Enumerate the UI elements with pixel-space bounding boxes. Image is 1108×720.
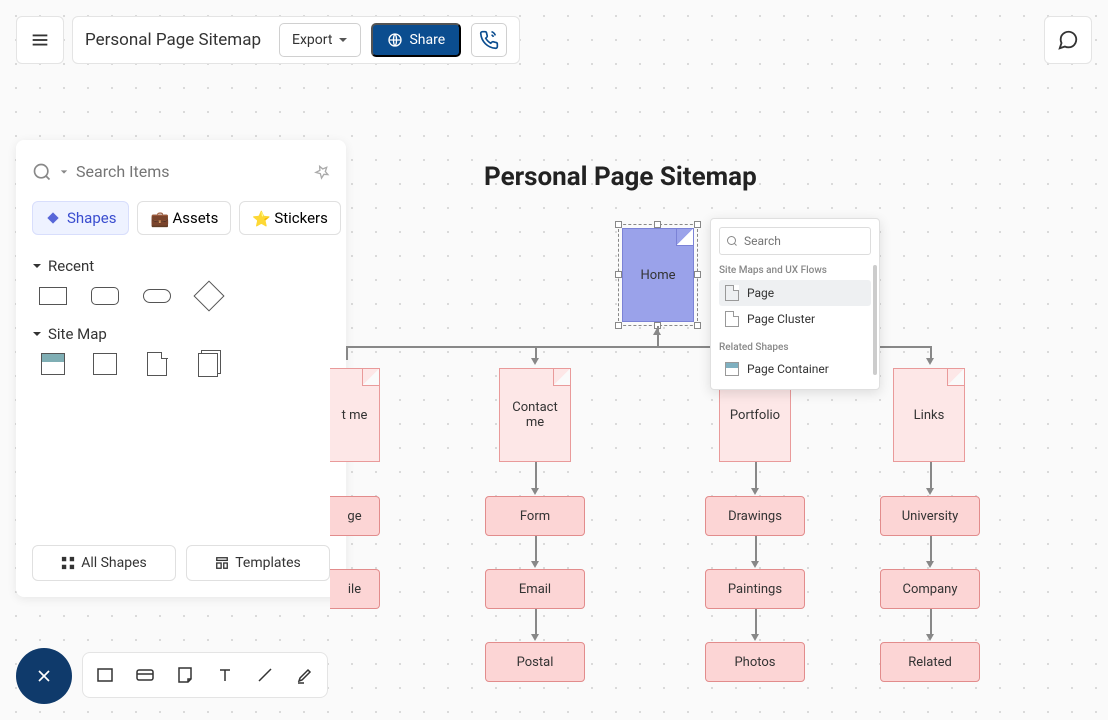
shape-rectangle[interactable] bbox=[38, 285, 68, 307]
tool-note[interactable] bbox=[173, 663, 197, 687]
shape-toolbar bbox=[82, 652, 328, 698]
star-icon: ⭐ bbox=[252, 210, 268, 226]
node-box[interactable]: Company bbox=[880, 569, 980, 609]
template-icon bbox=[215, 556, 229, 570]
export-label: Export bbox=[292, 32, 332, 48]
popup-category: Related Shapes bbox=[719, 342, 871, 353]
popup-item-page-cluster[interactable]: Page Cluster bbox=[719, 306, 871, 332]
connector bbox=[755, 536, 757, 564]
node-box[interactable]: Drawings bbox=[705, 496, 805, 536]
chevron-down-icon bbox=[32, 261, 42, 271]
connector bbox=[930, 462, 932, 490]
connector bbox=[535, 462, 537, 490]
export-button[interactable]: Export bbox=[279, 23, 361, 57]
popup-search-input[interactable] bbox=[719, 227, 871, 255]
shape-pill[interactable] bbox=[142, 285, 172, 307]
node-box[interactable]: Related bbox=[880, 642, 980, 682]
tool-rect[interactable] bbox=[93, 663, 117, 687]
chevron-down-icon bbox=[32, 329, 42, 339]
canvas-title: Personal Page Sitemap bbox=[484, 162, 757, 192]
chevron-down-icon bbox=[338, 35, 348, 45]
node-box[interactable]: Postal bbox=[485, 642, 585, 682]
connector bbox=[535, 609, 537, 637]
connector bbox=[346, 346, 348, 360]
share-button[interactable]: Share bbox=[371, 23, 461, 57]
shape-page-filled[interactable] bbox=[38, 353, 68, 375]
popup-item-page-container[interactable]: Page Container bbox=[719, 357, 871, 381]
container-icon bbox=[725, 362, 739, 376]
node-home[interactable]: Home bbox=[622, 228, 694, 322]
tool-text[interactable] bbox=[213, 663, 237, 687]
shape-rounded-rect[interactable] bbox=[90, 285, 120, 307]
diamond-icon bbox=[45, 210, 61, 226]
page-icon bbox=[725, 311, 739, 327]
tool-highlight[interactable] bbox=[293, 663, 317, 687]
shape-box[interactable] bbox=[90, 353, 120, 375]
node-box[interactable]: Form bbox=[485, 496, 585, 536]
arrow-icon bbox=[531, 358, 539, 365]
briefcase-icon: 💼 bbox=[150, 210, 166, 226]
shape-stack[interactable] bbox=[194, 353, 224, 375]
node-box[interactable]: ge bbox=[330, 496, 380, 536]
globe-icon bbox=[387, 32, 403, 48]
search-icon bbox=[32, 162, 52, 182]
shape-page[interactable] bbox=[142, 353, 172, 375]
popup-item-page[interactable]: Page bbox=[719, 280, 871, 306]
shape-picker-popup: Site Maps and UX Flows Page Page Cluster… bbox=[710, 218, 880, 390]
share-label: Share bbox=[409, 32, 445, 48]
top-toolbar: Personal Page Sitemap Export Share bbox=[16, 16, 520, 64]
title-bar: Personal Page Sitemap Export Share bbox=[72, 16, 520, 64]
node-contact[interactable]: Contact me bbox=[499, 368, 571, 462]
tool-card[interactable] bbox=[133, 663, 157, 687]
menu-button[interactable] bbox=[16, 16, 64, 64]
grid-icon bbox=[61, 556, 75, 570]
search-input[interactable] bbox=[76, 156, 306, 187]
phone-icon bbox=[479, 30, 499, 50]
all-shapes-button[interactable]: All Shapes bbox=[32, 545, 176, 581]
node-box[interactable]: University bbox=[880, 496, 980, 536]
chat-icon bbox=[1057, 29, 1079, 51]
shapes-panel: Shapes 💼Assets ⭐Stickers Recent Site Map… bbox=[16, 140, 346, 597]
node-about[interactable]: t me bbox=[330, 368, 380, 462]
connector bbox=[755, 609, 757, 637]
node-box[interactable]: Paintings bbox=[705, 569, 805, 609]
tab-stickers[interactable]: ⭐Stickers bbox=[239, 201, 341, 235]
node-box[interactable]: Photos bbox=[705, 642, 805, 682]
section-recent[interactable]: Recent bbox=[32, 257, 330, 275]
chevron-down-icon[interactable] bbox=[60, 168, 68, 176]
tab-assets[interactable]: 💼Assets bbox=[137, 201, 231, 235]
connector bbox=[535, 536, 537, 564]
templates-button[interactable]: Templates bbox=[186, 545, 330, 581]
call-button[interactable] bbox=[471, 23, 507, 57]
arrow-icon bbox=[926, 358, 934, 365]
section-sitemap[interactable]: Site Map bbox=[32, 325, 330, 343]
connector bbox=[930, 609, 932, 637]
pin-icon[interactable] bbox=[311, 160, 334, 183]
close-icon bbox=[34, 666, 54, 686]
popup-category: Site Maps and UX Flows bbox=[719, 265, 871, 276]
document-title[interactable]: Personal Page Sitemap bbox=[85, 30, 269, 50]
shape-tabs: Shapes 💼Assets ⭐Stickers bbox=[32, 201, 330, 235]
connector bbox=[930, 536, 932, 564]
shape-diamond[interactable] bbox=[194, 285, 224, 307]
connector bbox=[755, 462, 757, 490]
arrow-icon bbox=[653, 328, 661, 335]
tab-shapes[interactable]: Shapes bbox=[32, 201, 129, 235]
chat-button[interactable] bbox=[1044, 16, 1092, 64]
scrollbar[interactable] bbox=[873, 265, 877, 375]
node-box[interactable]: Email bbox=[485, 569, 585, 609]
node-box[interactable]: ile bbox=[330, 569, 380, 609]
page-icon bbox=[725, 285, 739, 301]
tool-line[interactable] bbox=[253, 663, 277, 687]
node-links[interactable]: Links bbox=[893, 368, 965, 462]
close-fab[interactable] bbox=[16, 648, 72, 704]
